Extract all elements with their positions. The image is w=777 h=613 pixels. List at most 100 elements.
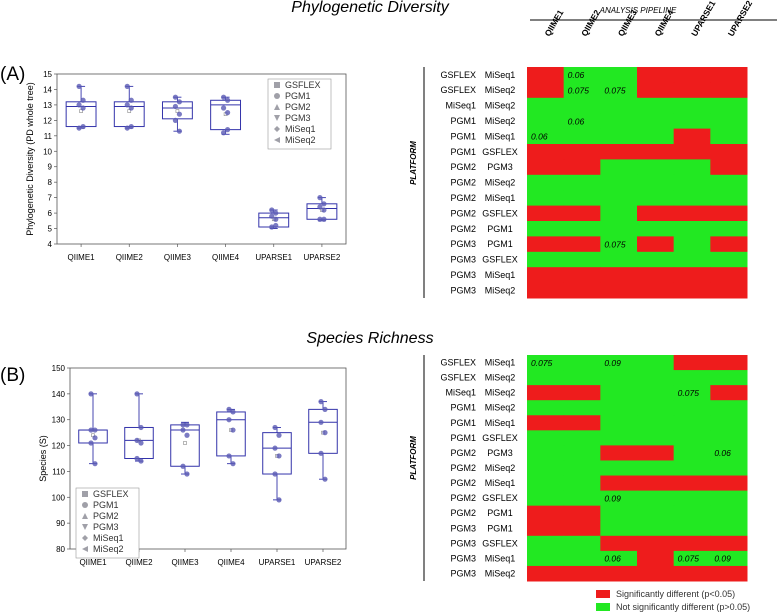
cell-not-significant (710, 550, 748, 567)
cell-not-significant (563, 430, 601, 446)
cell-not-significant (600, 113, 638, 130)
cell-significant (710, 82, 748, 99)
data-point (128, 97, 134, 103)
cell-not-significant (563, 475, 601, 492)
y-tick-label: 7 (48, 194, 53, 203)
cell-significant (527, 144, 565, 160)
row-label-first: PGM3 (450, 285, 476, 295)
data-point (88, 391, 94, 397)
cell-significant (710, 267, 748, 284)
row-label-second: MiSeq1 (485, 418, 516, 428)
cell-not-significant (600, 159, 638, 176)
data-point (322, 406, 328, 412)
cell-pvalue: 0.06 (531, 132, 548, 142)
cell-not-significant (527, 475, 565, 492)
data-point (273, 210, 279, 216)
heatmap-phylogenetic-diversity: GSFLEX MiSeq1 GSFLEX MiSeq2 MiSeq1 MiSeq2 PGM1… (440, 67, 748, 299)
row-label-first: PGM1 (450, 131, 476, 141)
row-label-second: PGM3 (487, 448, 513, 458)
cell-not-significant (673, 520, 711, 537)
cell-significant (527, 159, 565, 176)
cell-not-significant (673, 550, 711, 567)
cell-pvalue: 0.075 (604, 85, 626, 95)
data-point (226, 453, 232, 459)
row-label-first: PGM2 (450, 193, 476, 203)
cell-not-significant (527, 460, 565, 477)
legend-marker-pgm1 (274, 93, 280, 99)
data-point (92, 427, 98, 433)
legend-marker-pgm1 (82, 502, 88, 508)
cell-not-significant (673, 174, 711, 191)
platform-label-top: PLATFORM (409, 141, 418, 185)
cell-significant (527, 385, 565, 401)
cell-not-significant (710, 128, 748, 145)
row-label-first: PGM3 (450, 538, 476, 548)
data-point (172, 103, 179, 110)
legend-sig-label: Significantly different (p<0.05) (616, 589, 735, 599)
cell-not-significant (710, 221, 748, 237)
data-point (321, 207, 327, 213)
cell-significant (600, 144, 638, 160)
cell-not-significant (527, 221, 565, 237)
row-label-first: PGM3 (450, 553, 476, 563)
cell-not-significant (710, 190, 748, 207)
legend-label: PGM2 (285, 102, 311, 112)
row-label-first: PGM3 (450, 255, 476, 265)
heatmap-pipeline-label: ANALYSIS PIPELINE (599, 6, 677, 15)
legend-label: MiSeq2 (285, 135, 316, 145)
panel-label-a: (A) (0, 64, 25, 85)
data-point (224, 110, 231, 116)
row-label-first: PGM2 (450, 448, 476, 458)
cell-significant (527, 415, 565, 431)
y-tick-label: 10 (43, 147, 52, 156)
cell-pvalue: 0.09 (714, 554, 731, 564)
cell-not-significant (527, 174, 565, 191)
legend-label: PGM2 (93, 511, 119, 521)
row-label-first: PGM2 (450, 463, 476, 473)
cell-significant (600, 565, 638, 582)
row-label-second: MiSeq2 (485, 403, 516, 413)
cell-not-significant (600, 97, 638, 114)
legend-nonsig-swatch (596, 603, 610, 611)
row-label-first: PGM1 (450, 433, 476, 443)
cell-not-significant (637, 370, 675, 386)
cell-significant (673, 267, 711, 284)
row-label-second: MiSeq2 (485, 373, 516, 383)
cell-not-significant (600, 221, 638, 237)
cell-significant (710, 159, 748, 176)
cell-significant (563, 415, 601, 431)
row-label-second: PGM1 (487, 224, 513, 234)
row-label-first: PGM3 (450, 523, 476, 533)
row-label-first: PGM2 (450, 493, 476, 503)
cell-not-significant (600, 251, 638, 268)
legend-label: MiSeq1 (93, 533, 124, 543)
cell-not-significant (637, 174, 675, 191)
row-label-second: PGM1 (487, 239, 513, 249)
column-label: UPARSE2 (726, 0, 755, 38)
data-point (184, 471, 190, 477)
legend-marker-gsflex (82, 491, 88, 497)
data-point (224, 97, 231, 103)
data-point (176, 128, 183, 134)
cell-not-significant (710, 97, 748, 114)
data-point (134, 437, 140, 443)
cell-significant (710, 144, 748, 160)
data-point (276, 432, 282, 438)
cell-not-significant (637, 520, 675, 537)
cell-significant (527, 282, 565, 299)
cell-not-significant (637, 355, 675, 371)
cell-significant (600, 267, 638, 284)
cell-not-significant (637, 400, 675, 416)
cell-not-significant (600, 550, 638, 567)
data-point (138, 424, 144, 431)
row-label-second: MiSeq2 (485, 116, 516, 126)
row-label-first: PGM1 (450, 403, 476, 413)
legend-marker-miseq1 (274, 126, 280, 132)
cell-significant (637, 82, 675, 99)
row-label-first: PGM2 (450, 178, 476, 188)
cell-not-significant (710, 460, 748, 477)
panel-label-b: (B) (0, 365, 25, 386)
row-label-second: MiSeq1 (485, 478, 516, 488)
data-point (124, 102, 130, 108)
row-label-first: PGM1 (450, 116, 476, 126)
